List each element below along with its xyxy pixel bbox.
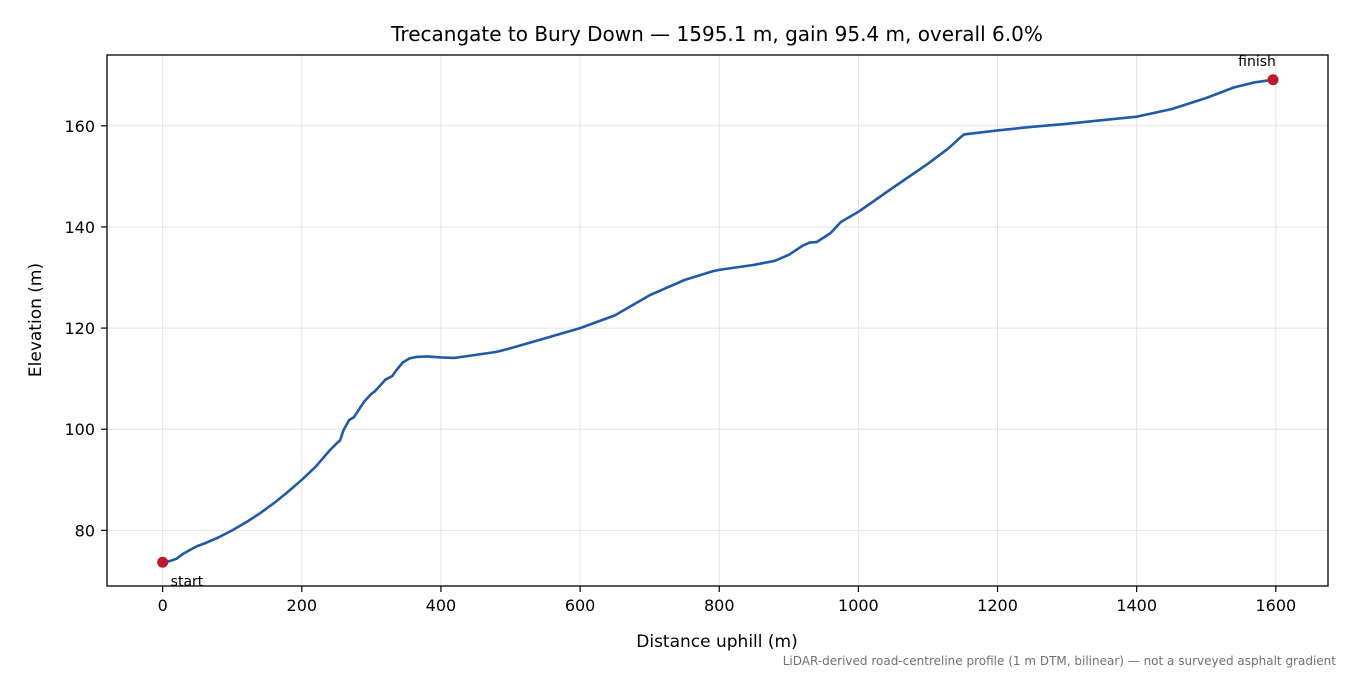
start-label: start (171, 574, 204, 590)
x-tick-label: 1400 (1116, 596, 1157, 615)
plot-frame (106, 54, 1329, 587)
x-tick-label: 600 (565, 596, 596, 615)
y-tick-label: 140 (64, 218, 95, 237)
x-tick-label: 1200 (977, 596, 1018, 615)
x-axis-title: Distance uphill (m) (636, 632, 797, 652)
x-axis: 0 200 400 600 800 1000 1200 1400 1600 (158, 586, 1296, 615)
footnote: LiDAR-derived road-centreline profile (1… (783, 654, 1337, 668)
elevation-profile-line (161, 78, 1275, 564)
finish-marker (1267, 74, 1279, 86)
y-tick-label: 120 (64, 319, 95, 338)
y-tick-label: 160 (64, 117, 95, 136)
x-tick-label: 1000 (838, 596, 879, 615)
x-tick-label: 800 (704, 596, 735, 615)
chart-title: Trecangate to Bury Down — 1595.1 m, gain… (390, 22, 1043, 46)
x-tick-label: 1600 (1255, 596, 1296, 615)
x-tick-label: 400 (426, 596, 457, 615)
x-tick-label: 200 (287, 596, 318, 615)
series-layer (161, 78, 1275, 564)
start-marker (157, 556, 169, 568)
finish-label: finish (1238, 54, 1276, 70)
y-tick-label: 80 (75, 521, 95, 540)
grid (107, 55, 1328, 586)
x-tick-label: 0 (158, 596, 168, 615)
y-axis: 80 100 120 140 160 (64, 117, 107, 540)
annotation-layer: start finish (157, 54, 1279, 590)
y-tick-label: 100 (64, 420, 95, 439)
y-axis-title: Elevation (m) (26, 263, 46, 377)
